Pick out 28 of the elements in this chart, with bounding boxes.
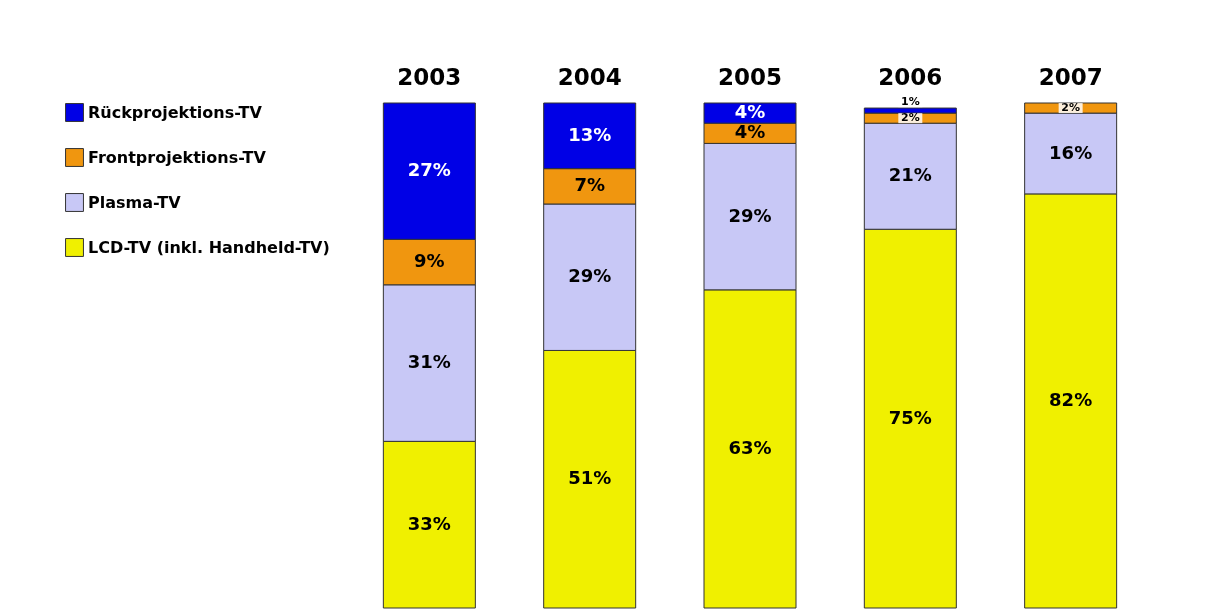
data-label: 1% xyxy=(900,95,920,109)
legend-label: Frontprojektions-TV xyxy=(88,147,267,167)
data-label: 7% xyxy=(574,174,605,196)
data-label: 2% xyxy=(1061,101,1080,115)
data-label: 29% xyxy=(728,204,772,226)
legend-label: Plasma-TV xyxy=(88,192,182,212)
x-tick-label: 2007 xyxy=(1038,63,1103,90)
data-label: 4% xyxy=(734,121,766,143)
x-tick-label: 2004 xyxy=(557,63,622,90)
data-label: 21% xyxy=(888,164,932,186)
data-label: 51% xyxy=(568,467,612,489)
data-label: 33% xyxy=(407,512,451,534)
x-tick-label: 2003 xyxy=(397,63,462,90)
data-label: 16% xyxy=(1049,141,1093,163)
x-tick-label: 2005 xyxy=(717,63,783,90)
data-label: 63% xyxy=(728,436,772,458)
data-label: 75% xyxy=(888,406,932,428)
data-label: 82% xyxy=(1049,388,1093,410)
legend-label: Rückprojektions-TV xyxy=(88,102,263,122)
legend-label: LCD-TV (inkl. Handheld-TV) xyxy=(88,237,330,257)
data-label: 2% xyxy=(900,111,920,125)
data-label: 29% xyxy=(568,265,612,287)
data-label: 27% xyxy=(407,159,451,181)
x-tick-label: 2006 xyxy=(878,63,943,90)
data-label: 9% xyxy=(414,250,445,272)
data-label: 31% xyxy=(407,351,451,373)
data-label: 13% xyxy=(568,123,612,145)
data-label: 4% xyxy=(734,101,766,123)
